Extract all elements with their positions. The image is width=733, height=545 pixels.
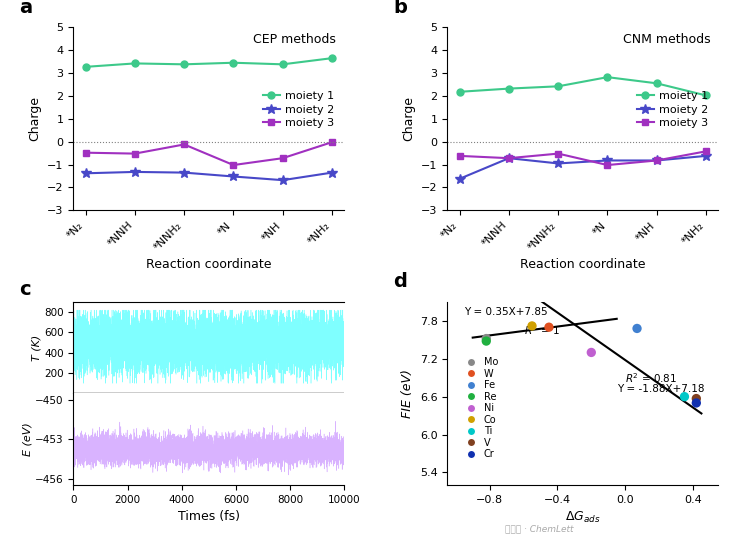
X-axis label: Times (fs): Times (fs) (178, 510, 240, 523)
Y-axis label: Charge: Charge (402, 96, 416, 141)
Point (586, 348, 597, 357)
Text: c: c (19, 280, 31, 299)
moiety 3 (229, 162, 237, 168)
Text: CEP methods: CEP methods (254, 33, 336, 46)
Line: moiety 2: moiety 2 (81, 167, 337, 185)
moiety 2 (229, 173, 237, 180)
Line: moiety 1: moiety 1 (82, 54, 336, 70)
moiety 1 (328, 55, 336, 62)
moiety 2 (130, 168, 139, 175)
moiety 1 (130, 60, 139, 66)
X-axis label: Reaction coordinate: Reaction coordinate (520, 258, 646, 271)
Y-axis label: Charge: Charge (29, 96, 42, 141)
Text: After: After (268, 401, 296, 414)
moiety 2 (81, 170, 90, 177)
moiety 2 (603, 157, 612, 164)
Text: a: a (19, 0, 32, 16)
moiety 2 (328, 169, 336, 176)
Point (690, 398, 702, 407)
moiety 2 (554, 160, 563, 167)
moiety 3 (130, 150, 139, 157)
moiety 3 (81, 149, 90, 156)
Legend: moiety 1, moiety 2, moiety 3: moiety 1, moiety 2, moiety 3 (259, 87, 339, 132)
moiety 1 (603, 74, 612, 81)
moiety 1 (504, 86, 513, 92)
moiety 1 (554, 83, 563, 89)
moiety 2 (652, 157, 661, 164)
moiety 1 (279, 61, 287, 68)
moiety 3 (328, 139, 336, 146)
moiety 3 (652, 157, 661, 164)
X-axis label: Reaction coordinate: Reaction coordinate (146, 258, 271, 271)
moiety 1 (81, 64, 90, 70)
Legend: Mo, W, Fe, Re, Ni, Co, Ti, V, Cr: Mo, W, Fe, Re, Ni, Co, Ti, V, Cr (457, 353, 502, 463)
moiety 3 (603, 162, 612, 168)
Text: d: d (393, 272, 407, 291)
Text: Y = 0.35X+7.85: Y = 0.35X+7.85 (464, 306, 548, 317)
Text: Before: Before (136, 401, 174, 414)
moiety 3 (180, 141, 188, 148)
Text: $R^2$ = 0.81: $R^2$ = 0.81 (625, 371, 677, 385)
Point (631, 324, 643, 333)
Text: $R^2$ = 1: $R^2$ = 1 (523, 323, 559, 337)
Line: moiety 3: moiety 3 (456, 148, 710, 168)
moiety 1 (701, 92, 710, 99)
moiety 3 (279, 155, 287, 161)
Point (543, 323, 555, 331)
Point (480, 337, 492, 346)
Text: b: b (393, 0, 407, 16)
Y-axis label: T (K): T (K) (32, 335, 41, 361)
moiety 3 (554, 150, 563, 157)
moiety 2 (701, 153, 710, 159)
moiety 1 (180, 61, 188, 68)
moiety 1 (229, 59, 237, 66)
Text: Y = -1.88X+7.18: Y = -1.88X+7.18 (616, 384, 704, 393)
Point (480, 334, 492, 343)
Point (679, 392, 690, 401)
Line: moiety 2: moiety 2 (454, 151, 711, 184)
moiety 1 (455, 88, 464, 95)
Legend: moiety 1, moiety 2, moiety 3: moiety 1, moiety 2, moiety 3 (633, 87, 712, 132)
Y-axis label: FIE (eV): FIE (eV) (401, 369, 414, 418)
moiety 2 (504, 155, 513, 161)
Text: CNM methods: CNM methods (622, 33, 710, 46)
moiety 2 (455, 175, 464, 182)
moiety 3 (455, 153, 464, 159)
Line: moiety 3: moiety 3 (82, 138, 336, 168)
moiety 3 (701, 148, 710, 155)
Line: moiety 1: moiety 1 (456, 74, 710, 99)
X-axis label: $\Delta G_{ads}$: $\Delta G_{ads}$ (565, 510, 600, 525)
Text: 公众号 · ChemLett: 公众号 · ChemLett (504, 524, 573, 534)
Point (690, 394, 702, 403)
moiety 2 (180, 169, 188, 176)
moiety 3 (504, 155, 513, 161)
Point (526, 322, 538, 330)
moiety 1 (652, 80, 661, 87)
moiety 2 (279, 177, 287, 184)
Y-axis label: E (eV): E (eV) (22, 422, 32, 456)
